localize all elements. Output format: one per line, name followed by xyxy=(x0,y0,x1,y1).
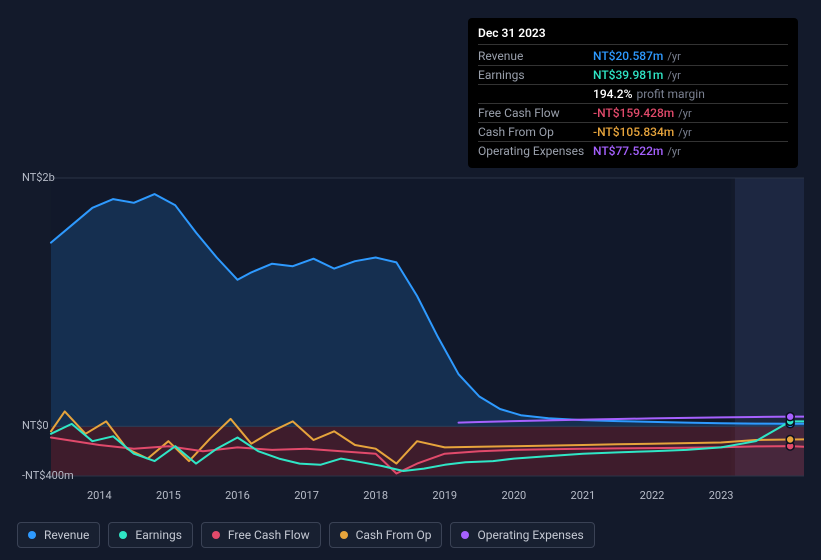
x-axis-label: 2015 xyxy=(156,489,181,502)
x-axis-label: 2019 xyxy=(432,489,457,502)
x-axis-label: 2021 xyxy=(571,489,596,502)
legend-dot-icon xyxy=(28,531,36,539)
y-axis-label: NT$0 xyxy=(22,419,49,432)
legend-item-cfo[interactable]: Cash From Op xyxy=(329,522,443,548)
tooltip-unit: /yr xyxy=(667,50,680,63)
legend-label: Free Cash Flow xyxy=(228,528,310,542)
x-axis-label: 2022 xyxy=(640,489,665,502)
y-axis-label: -NT$400m xyxy=(22,469,74,482)
tooltip-date: Dec 31 2023 xyxy=(478,26,788,45)
legend-label: Operating Expenses xyxy=(477,528,583,542)
tooltip-metric-value: NT$77.522m xyxy=(593,144,663,158)
tooltip-row: Earnings NT$39.981m /yr xyxy=(478,66,788,85)
tooltip-metric-value: NT$39.981m xyxy=(593,68,663,82)
tooltip-metric-value: -NT$159.428m xyxy=(593,106,674,120)
tooltip-row: Revenue NT$20.587m /yr xyxy=(478,47,788,66)
x-axis-label: 2023 xyxy=(709,489,734,502)
legend-item-opex[interactable]: Operating Expenses xyxy=(450,522,594,548)
legend-item-earnings[interactable]: Earnings xyxy=(108,522,193,548)
tooltip-metric-value: -NT$105.834m xyxy=(593,125,674,139)
tooltip-metric-label: Operating Expenses xyxy=(478,144,593,158)
tooltip-unit: /yr xyxy=(667,69,680,82)
tooltip-row: Free Cash Flow -NT$159.428m /yr xyxy=(478,104,788,123)
legend-label: Revenue xyxy=(44,528,89,542)
legend-dot-icon xyxy=(119,531,127,539)
tooltip-row: 194.2% profit margin xyxy=(478,85,788,104)
x-axis-label: 2018 xyxy=(363,489,388,502)
tooltip-row: Cash From Op -NT$105.834m /yr xyxy=(478,123,788,142)
legend-label: Cash From Op xyxy=(356,528,432,542)
legend-dot-icon xyxy=(340,531,348,539)
tooltip-unit: /yr xyxy=(667,145,680,158)
x-axis-label: 2014 xyxy=(87,489,112,502)
tooltip-metric-label: Earnings xyxy=(478,68,593,82)
x-axis-label: 2020 xyxy=(501,489,526,502)
tooltip-metric-label: Revenue xyxy=(478,49,593,63)
legend-item-fcf[interactable]: Free Cash Flow xyxy=(201,522,321,548)
tooltip-unit: /yr xyxy=(678,107,691,120)
legend-dot-icon xyxy=(461,531,469,539)
legend-dot-icon xyxy=(212,531,220,539)
tooltip-metric-value: NT$20.587m xyxy=(593,49,663,63)
y-axis-label: NT$2b xyxy=(22,171,55,184)
data-tooltip: Dec 31 2023 Revenue NT$20.587m /yr Earni… xyxy=(468,18,798,168)
legend-item-revenue[interactable]: Revenue xyxy=(17,522,100,548)
tooltip-metric-label: Free Cash Flow xyxy=(478,106,593,120)
tooltip-metric-label: Cash From Op xyxy=(478,125,593,139)
financials-chart[interactable] xyxy=(17,160,804,510)
chart-legend: Revenue Earnings Free Cash Flow Cash From O… xyxy=(17,522,595,548)
x-axis-label: 2016 xyxy=(225,489,250,502)
x-axis-label: 2017 xyxy=(294,489,319,502)
tooltip-unit: /yr xyxy=(678,126,691,139)
tooltip-extra-value: 194.2% xyxy=(593,87,632,101)
tooltip-extra-label: profit margin xyxy=(636,87,704,101)
legend-label: Earnings xyxy=(135,528,182,542)
tooltip-row: Operating Expenses NT$77.522m /yr xyxy=(478,142,788,160)
